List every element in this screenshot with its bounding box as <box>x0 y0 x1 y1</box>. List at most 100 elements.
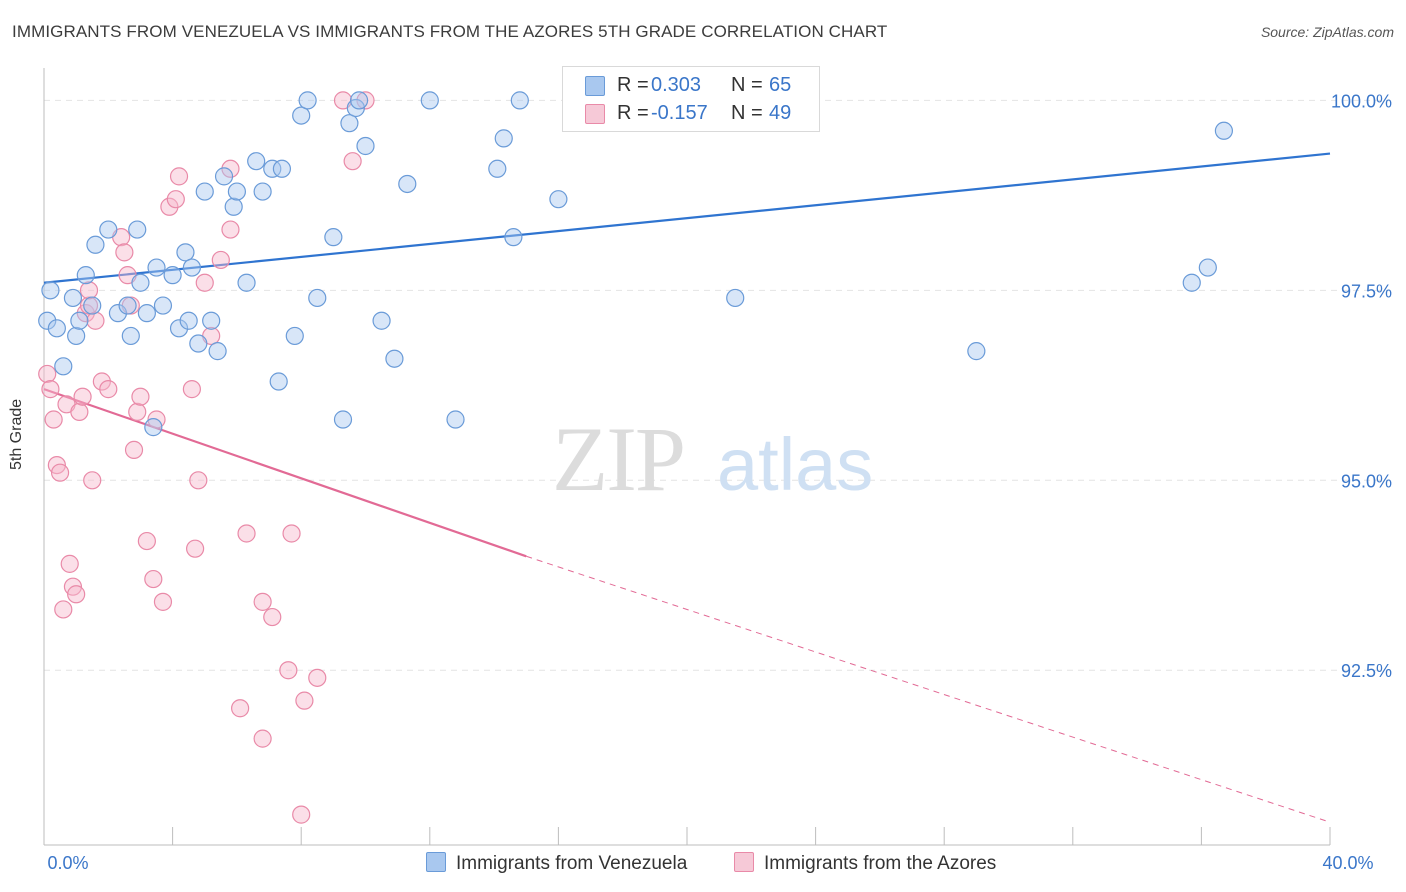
venezuela-point <box>272 159 292 178</box>
venezuela-point <box>967 342 986 361</box>
venezuela-point <box>214 167 234 186</box>
venezuela-point <box>227 182 246 201</box>
azores-swatch <box>585 104 605 124</box>
bottom-azores-swatch <box>734 852 754 872</box>
venezuela-point <box>41 281 60 300</box>
venezuela-point <box>385 349 404 368</box>
azores-point <box>131 387 150 406</box>
watermark-zip: ZIP <box>552 408 684 510</box>
y-tick-label: 92.5% <box>1341 661 1392 681</box>
venezuela-point <box>247 152 266 171</box>
venezuela-point <box>99 220 118 239</box>
venezuela-swatch <box>585 76 605 96</box>
venezuela-point <box>38 311 57 330</box>
venezuela-point <box>372 311 391 330</box>
venezuela-point <box>131 273 150 292</box>
azores-r-value: -0.157 <box>651 102 708 124</box>
azores-point <box>99 380 118 399</box>
azores-point <box>67 585 86 604</box>
venezuela-point <box>726 288 745 308</box>
venezuela-point <box>176 243 195 262</box>
azores-point <box>186 539 205 558</box>
venezuela-point <box>333 410 353 429</box>
venezuela-point <box>202 311 221 330</box>
azores-point <box>166 190 185 209</box>
venezuela-point <box>308 288 327 308</box>
azores-point <box>54 600 73 619</box>
grid-lines <box>44 99 1390 671</box>
venezuela-point <box>285 326 304 346</box>
venezuela-point <box>169 319 189 338</box>
azores-point <box>231 699 250 718</box>
venezuela-point <box>76 266 95 285</box>
azores-point <box>253 592 272 611</box>
bottom-venezuela-swatch <box>426 852 446 872</box>
azores-n-label: N = <box>731 102 763 124</box>
correlation-legend: R = 0.303 N = 65 R = -0.157 N = 49 <box>562 66 820 132</box>
y-tick-label: 97.5% <box>1341 281 1392 301</box>
azores-point <box>253 729 272 748</box>
azores-point <box>282 524 301 543</box>
azores-point <box>83 471 102 490</box>
venezuela-point <box>179 311 198 330</box>
venezuela-point <box>63 288 83 308</box>
azores-point <box>44 410 63 429</box>
azores-point <box>221 159 240 178</box>
azores-point <box>237 524 256 543</box>
data-points <box>38 91 1234 824</box>
azores-point <box>295 691 314 710</box>
tick-labels: 92.5% 95.0% 97.5% 100.0% 0.0% 40.0% <box>47 91 1392 873</box>
venezuela-point <box>420 91 439 110</box>
venezuela-point <box>70 311 89 330</box>
venezuela-point <box>153 296 173 315</box>
azores-point <box>308 668 327 687</box>
venezuela-point <box>488 159 507 178</box>
watermark: ZIP atlas <box>552 408 873 510</box>
venezuela-point <box>182 258 201 277</box>
azores-point <box>356 91 375 110</box>
venezuela-point <box>298 91 317 110</box>
azores-point <box>50 463 70 482</box>
venezuela-point <box>1198 258 1217 277</box>
azores-point <box>343 152 362 171</box>
venezuela-point <box>356 136 375 156</box>
azores-r-label: R = <box>617 102 649 124</box>
venezuela-point <box>195 182 214 201</box>
venezuela-point <box>340 114 359 133</box>
trend-lines <box>43 152 1331 823</box>
venezuela-point <box>108 304 128 323</box>
venezuela-point <box>121 326 140 346</box>
venezuela-point <box>237 273 256 292</box>
venezuela-point <box>137 304 156 323</box>
venezuela-r-value: 0.303 <box>651 74 702 96</box>
y-tick-label: 95.0% <box>1341 471 1392 491</box>
venezuela-point <box>86 235 105 254</box>
azores-point <box>38 364 57 384</box>
azores-trend-extension <box>526 555 1331 823</box>
venezuela-point <box>446 410 465 429</box>
x-tick-label: 0.0% <box>47 853 88 873</box>
venezuela-trend-line <box>43 152 1331 284</box>
venezuela-point <box>549 190 568 209</box>
venezuela-point <box>47 319 66 338</box>
venezuela-point <box>224 197 243 216</box>
venezuela-n-value: 65 <box>769 74 792 96</box>
bottom-legend-venezuela: Immigrants from Venezuela <box>426 852 687 876</box>
azores-n-value: 49 <box>769 102 792 124</box>
azores-point <box>279 661 298 680</box>
venezuela-point <box>67 326 86 346</box>
venezuela-point <box>189 334 208 353</box>
venezuela-point <box>263 159 282 178</box>
watermark-atlas: atlas <box>717 423 873 506</box>
axes <box>43 68 1331 846</box>
x-tick-label: 40.0% <box>1322 853 1373 873</box>
azores-point <box>86 311 105 330</box>
azores-point <box>60 554 79 573</box>
venezuela-point <box>349 91 369 110</box>
azores-point <box>263 607 282 627</box>
azores-point <box>73 387 92 406</box>
venezuela-point <box>128 220 147 239</box>
venezuela-point <box>253 182 272 201</box>
y-axis-label: 5th Grade <box>8 398 25 470</box>
